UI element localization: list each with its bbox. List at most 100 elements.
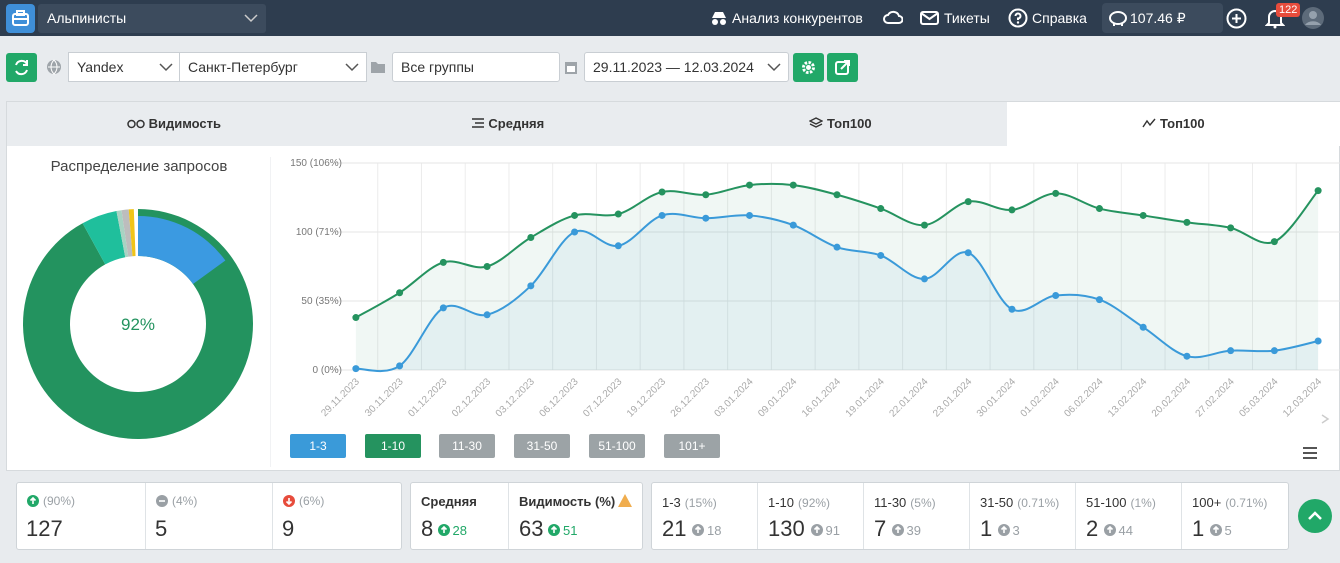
point [702, 214, 710, 222]
x-tick-label: 16.01.2024 [800, 376, 843, 419]
range-label: 1-10 [768, 495, 795, 510]
project-select[interactable]: Альпинисты [38, 4, 266, 33]
point [571, 228, 579, 236]
icon-glyph [1000, 525, 1007, 533]
legend-item-inactive[interactable]: 31-50 [514, 434, 570, 458]
label: 100+ (0.71%) [1192, 494, 1267, 512]
point [483, 311, 491, 319]
gear-icon [802, 61, 815, 74]
percent: (6%) [299, 494, 325, 508]
point [614, 210, 622, 218]
navbar: Альпинисты Анализ конкурентов Тикеты Спр… [0, 0, 1340, 36]
summary-card: 1-3 (15%) 21 18 1-10 (92%) 130 91 11-30 (5%) 7 39 31… [651, 482, 1289, 550]
point [1052, 189, 1060, 197]
range-label: 1-3 [662, 495, 681, 510]
point [483, 263, 491, 270]
area [355, 213, 1319, 372]
scroll-top-button[interactable] [1298, 499, 1332, 533]
legend-item[interactable]: 1-3 [290, 434, 346, 458]
value: 2 [1086, 516, 1099, 541]
balance[interactable]: 107.46 ₽ [1102, 3, 1223, 33]
up-icon [1308, 511, 1322, 520]
donut-segment [116, 210, 129, 258]
donut-center-label: 92% [121, 315, 155, 334]
nav-link[interactable]: Тикеты [944, 10, 990, 26]
point [527, 234, 535, 242]
spy-icon [712, 12, 726, 25]
date-select[interactable]: 29.11.2023 — 12.03.2024 [584, 52, 789, 82]
x-tick-label: 06.12.2023 [538, 376, 581, 419]
change: 18 [707, 523, 722, 538]
range-label: 31-50 [980, 495, 1014, 510]
point [1227, 224, 1235, 232]
donut-segment [121, 209, 133, 257]
engine-select[interactable]: Yandex [68, 52, 180, 82]
summary-cell: 1-10 (92%) 130 91 [758, 483, 864, 549]
tab[interactable]: Средняя [341, 102, 674, 146]
donut-segment [128, 209, 136, 257]
x-tick-label: 12.03.2024 [1281, 376, 1324, 419]
trend-icon [1103, 524, 1116, 536]
x-tick-label: 01.02.2024 [1019, 376, 1062, 419]
point [352, 365, 360, 373]
point [702, 191, 710, 199]
value: 21 [662, 516, 687, 541]
scroll-arrow[interactable] [1321, 414, 1330, 424]
legend-item-inactive[interactable]: 51-100 [589, 434, 645, 458]
x-tick-label: 07.12.2023 [581, 376, 624, 419]
legend-item[interactable]: 1-10 [365, 434, 421, 458]
add-icon[interactable] [1226, 8, 1247, 29]
app-icon[interactable] [6, 4, 35, 33]
summary-cell: 51-100 (1%) 2 44 [1076, 483, 1182, 549]
point [1139, 323, 1147, 331]
point [527, 282, 535, 290]
legend-item-inactive[interactable]: 101+ [664, 434, 720, 458]
value: 8 [421, 516, 434, 541]
donut-chart: Распределение запросов 92% [23, 157, 271, 467]
nav-link[interactable]: Справка [1032, 10, 1087, 26]
piggy-icon [1109, 11, 1127, 26]
x-tick-label: 13.02.2024 [1106, 376, 1149, 419]
tab-icon [1142, 118, 1156, 128]
chart-menu[interactable] [1303, 447, 1317, 459]
refresh-icon [15, 59, 28, 76]
range-label: 11-30 [874, 495, 907, 510]
summary-cell: 31-50 (0.71%) 1 3 [970, 483, 1076, 549]
point [964, 249, 972, 257]
export-icon [835, 60, 850, 75]
settings-button[interactable] [793, 53, 824, 82]
range-percent: (5%) [910, 496, 936, 510]
summary-cell: Видимость (%) 63 51 [509, 483, 644, 549]
region-value: Санкт-Петербург [188, 59, 298, 75]
avatar[interactable] [1301, 6, 1325, 30]
tab[interactable]: Топ100 [674, 102, 1007, 146]
x-tick-label: 22.01.2024 [887, 376, 930, 419]
tab[interactable]: Видимость [7, 102, 341, 146]
nav-link[interactable]: Анализ конкурентов [732, 10, 863, 26]
point [1314, 187, 1322, 195]
caret [345, 63, 359, 72]
label: 51-100 (1%) [1086, 494, 1156, 512]
icon-glyph [29, 496, 37, 504]
x-tick-label: 03.01.2024 [712, 376, 755, 419]
value: 9 [282, 516, 295, 541]
summary-cell: (90%) 127 [17, 483, 146, 549]
point [658, 211, 666, 219]
cloud-icon[interactable] [883, 9, 903, 27]
point [1052, 291, 1060, 299]
region-select[interactable]: Санкт-Петербург [179, 52, 367, 82]
y-tick-label: 50 (35%) [301, 296, 342, 307]
globe-icon [47, 59, 61, 75]
x-tick-label: 30.11.2023 [363, 376, 406, 419]
refresh-button[interactable] [6, 53, 37, 82]
export-button[interactable] [827, 53, 858, 82]
group-select[interactable]: Все группы [392, 52, 560, 82]
trend-icon [27, 495, 39, 507]
value: 7 [874, 516, 887, 541]
legend-item-inactive[interactable]: 11-30 [439, 434, 495, 458]
mail-icon [920, 11, 939, 25]
tab-active[interactable]: Топ100 [1007, 102, 1340, 146]
value: 1 [980, 516, 993, 541]
point [746, 211, 754, 219]
